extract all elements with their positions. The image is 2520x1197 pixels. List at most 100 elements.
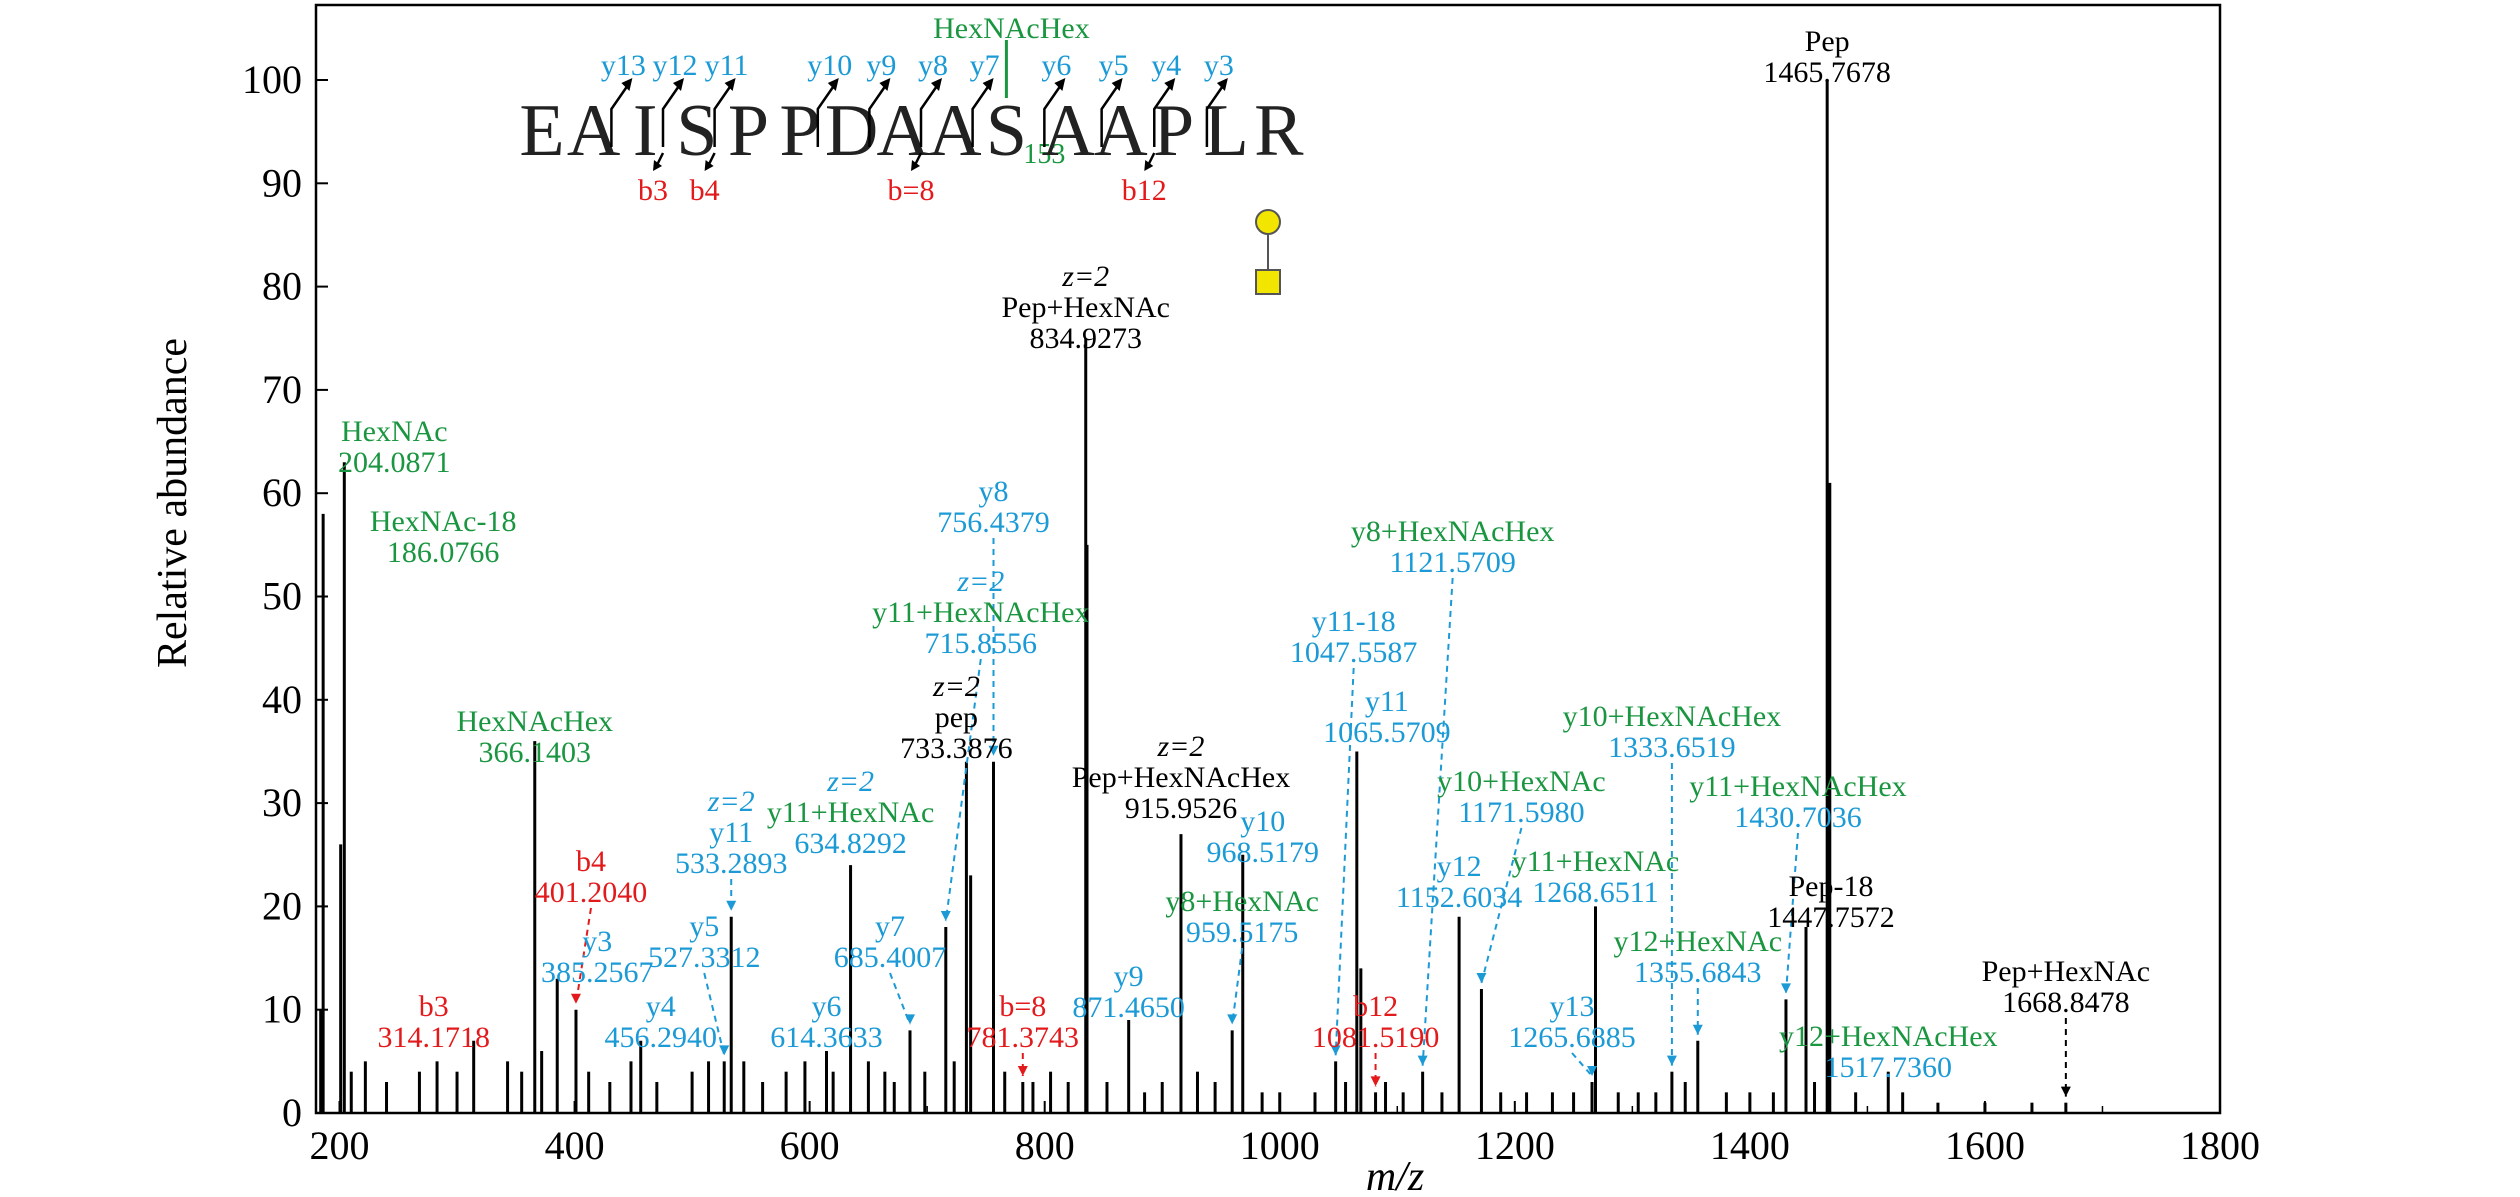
y-ion-label: y11 xyxy=(705,49,749,82)
y-ion-label: y10 xyxy=(807,49,852,82)
b-ion-label: b12 xyxy=(1122,174,1167,207)
annotation-text: z=2 xyxy=(956,565,1004,598)
annotation-text: Pep-18 xyxy=(1789,870,1874,903)
annotation-leader xyxy=(1231,947,1244,1025)
annotation-text: y11 xyxy=(1365,685,1409,718)
annotation-text: 1171.5980 xyxy=(1458,796,1584,829)
x-tick-label: 400 xyxy=(545,1123,605,1168)
annotation-text: 1355.6843 xyxy=(1634,956,1762,989)
sequence-residue: R xyxy=(1254,90,1304,172)
annotation-leader xyxy=(703,972,726,1056)
x-axis-title: m/z xyxy=(1366,1154,1424,1197)
annotation-leader xyxy=(944,658,982,922)
annotation-text: 533.2893 xyxy=(675,847,788,880)
y-ion-cleavage xyxy=(868,82,889,147)
plot-frame xyxy=(314,3,2222,1115)
b-ion-label: b=8 xyxy=(888,174,935,207)
annotation-text: b3 xyxy=(419,990,449,1023)
annotation-arrowhead xyxy=(988,745,999,756)
annotation-text: 1081.5190 xyxy=(1312,1021,1440,1054)
y-ion-cleavage xyxy=(971,82,992,147)
b-ion-arrowhead xyxy=(911,160,920,171)
y-ion-cleavage xyxy=(713,82,734,147)
x-tick-label: 200 xyxy=(310,1123,370,1168)
annotation-text: 401.2040 xyxy=(535,876,648,909)
annotation-text: HexNAcHex xyxy=(456,705,613,738)
annotation-text: 204.0871 xyxy=(338,446,451,479)
modification-label: HexNAcHex xyxy=(933,12,1090,45)
y-tick-label: 40 xyxy=(262,677,302,722)
annotation-leader xyxy=(1480,827,1523,984)
annotation-text: HexNAc xyxy=(341,415,448,448)
y-ion-label: y13 xyxy=(601,49,646,82)
annotation-text: y12+HexNAcHex xyxy=(1779,1020,1998,1053)
sequence-residue: A xyxy=(1094,90,1147,172)
y-tick-label: 0 xyxy=(282,1090,302,1135)
annotation-text: 1465.7678 xyxy=(1763,56,1891,89)
b-ion-arrowhead xyxy=(1144,160,1154,171)
annotation-arrowhead xyxy=(719,1045,730,1056)
annotation-text: z=2 xyxy=(826,765,874,798)
annotation-arrowhead xyxy=(570,993,581,1004)
y-ion-cleavage xyxy=(1100,82,1121,147)
annotation-text: Pep+HexNAc xyxy=(1982,955,2151,988)
annotation-text: z=2 xyxy=(1157,730,1205,763)
x-tick-label: 600 xyxy=(780,1123,840,1168)
annotation-text: 685.4007 xyxy=(834,941,947,974)
annotation-text: 1333.6519 xyxy=(1608,731,1736,764)
annotation-arrowhead xyxy=(905,1014,916,1025)
glycan-symbol xyxy=(1255,209,1281,295)
y-ion-arrowhead xyxy=(724,78,736,91)
annotation-arrowhead xyxy=(1417,1055,1428,1066)
y-ion-arrowhead xyxy=(1054,78,1066,91)
y-ion-arrowhead xyxy=(827,78,839,91)
b-ion-label: b3 xyxy=(638,174,668,207)
annotation-text: 634.8292 xyxy=(794,827,907,860)
annotation-text: b12 xyxy=(1353,990,1398,1023)
x-tick-label: 1800 xyxy=(2180,1123,2260,1168)
annotation-text: 1047.5587 xyxy=(1290,636,1418,669)
annotation-text: 314.1718 xyxy=(377,1021,490,1054)
b-ion-cleavage xyxy=(1147,152,1156,166)
sequence-residue: A xyxy=(1042,90,1095,172)
peak-series xyxy=(319,80,2068,1113)
annotation-text: y12 xyxy=(1437,850,1482,883)
y-tick-label: 10 xyxy=(262,987,302,1032)
y-tick-label: 100 xyxy=(242,57,302,102)
annotation-text: 1430.7036 xyxy=(1734,801,1862,834)
annotation-text: HexNAc-18 xyxy=(370,505,517,538)
annotation-text: y8+HexNAc xyxy=(1165,885,1319,918)
y-tick-label: 50 xyxy=(262,574,302,619)
y-ion-label: y8 xyxy=(918,49,948,82)
annotation-leader xyxy=(1334,667,1355,1056)
y-tick-label: 60 xyxy=(262,470,302,515)
b-ion-label: b4 xyxy=(690,174,720,207)
annotation-text: y3 xyxy=(582,925,612,958)
annotation-text: 1447.7572 xyxy=(1767,901,1895,934)
annotation-arrowhead xyxy=(2060,1086,2071,1097)
annotation-text: y11+HexNAcHex xyxy=(1689,770,1906,803)
annotation-text: 959.5175 xyxy=(1186,916,1299,949)
y-ion-arrowhead xyxy=(879,78,891,91)
annotation-text: y11+HexNAc xyxy=(767,796,934,829)
annotation-arrowhead xyxy=(1017,1066,1028,1077)
y-axis: 0 10 20 30 40 50 60 70 80 90 100 xyxy=(242,57,328,1135)
